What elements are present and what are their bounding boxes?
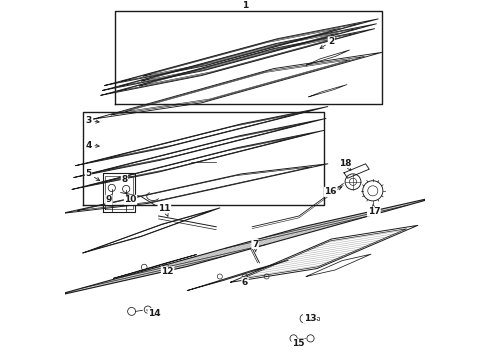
Text: 9: 9 <box>106 194 112 204</box>
Text: 4: 4 <box>85 140 99 150</box>
Text: 10: 10 <box>124 194 137 204</box>
Text: 12: 12 <box>161 266 174 276</box>
Text: 15: 15 <box>292 339 304 348</box>
Text: 8: 8 <box>120 175 127 184</box>
Text: 5: 5 <box>85 169 100 181</box>
Text: 3: 3 <box>85 116 99 125</box>
Text: 6: 6 <box>242 277 248 287</box>
Text: 18: 18 <box>339 158 351 170</box>
Text: 7: 7 <box>252 240 258 252</box>
Text: 13: 13 <box>303 314 316 323</box>
Text: 14: 14 <box>147 309 161 318</box>
Text: 1: 1 <box>242 1 248 9</box>
Text: 16: 16 <box>324 187 342 197</box>
Text: 11: 11 <box>158 204 171 216</box>
Text: 17: 17 <box>368 204 380 216</box>
Text: 2: 2 <box>320 37 335 49</box>
